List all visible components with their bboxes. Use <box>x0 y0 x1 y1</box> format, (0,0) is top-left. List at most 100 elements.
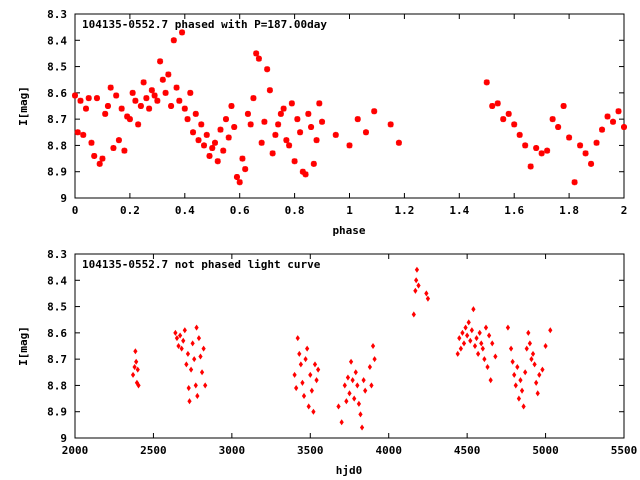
unphased-data-point <box>301 392 307 399</box>
phased-data-point <box>162 89 169 96</box>
unphased-y-tick-label: 8.6 <box>47 327 67 340</box>
phased-plot-frame <box>74 13 625 199</box>
phased-data-point <box>190 129 197 136</box>
unphased-y-tick-label: 8.4 <box>47 274 67 287</box>
phased-data-point <box>225 134 232 141</box>
unphased-data-point <box>184 361 189 368</box>
phased-data-point <box>286 142 293 149</box>
unphased-data-point <box>468 337 473 344</box>
phased-data-point <box>621 124 627 131</box>
unphased-data-point <box>372 356 377 363</box>
phased-data-point <box>126 116 133 123</box>
phased-data-point <box>181 105 188 112</box>
unphased-data-point <box>537 371 542 378</box>
unphased-data-point <box>493 353 498 360</box>
unphased-data-point <box>182 327 187 334</box>
unphased-data-point <box>469 327 474 334</box>
phased-data-point <box>500 116 507 123</box>
unphased-data-point <box>490 340 495 347</box>
unphased-data-point <box>173 329 178 336</box>
phased-data-point <box>299 168 306 175</box>
unphased-data-point <box>458 345 463 352</box>
phased-data-point <box>560 103 567 109</box>
phased-data-point <box>555 124 562 131</box>
unphased-light-curve-panel: 104135-0552.7 not phased light curve hjd… <box>17 248 637 477</box>
unphased-y-tick-label: 8.3 <box>47 248 67 261</box>
phased-data-point <box>310 160 317 167</box>
phased-y-tick-label: 9 <box>60 192 67 205</box>
unphased-data-point <box>187 398 192 405</box>
phased-data-point <box>82 105 89 112</box>
unphased-data-point <box>488 377 493 384</box>
phased-data-point <box>516 131 523 138</box>
phased-data-point <box>615 108 622 115</box>
unphased-data-point <box>472 342 478 350</box>
phased-x-tick-label: 0.4 <box>175 204 195 217</box>
unphased-data-point <box>361 377 366 384</box>
unphased-data-point <box>356 400 362 407</box>
unphased-data-point <box>477 329 482 336</box>
unphased-data-point <box>309 387 314 394</box>
unphased-data-point <box>474 335 479 342</box>
phased-data-point <box>313 137 320 144</box>
unphased-data-point <box>424 290 429 297</box>
phased-data-point <box>489 103 496 109</box>
phased-data-point <box>255 55 262 62</box>
phased-data-point <box>165 71 172 78</box>
unphased-data-point <box>134 358 139 365</box>
unphased-data-point <box>425 295 431 302</box>
phased-data-point <box>549 116 556 123</box>
phased-y-tick-label: 8.8 <box>47 139 67 152</box>
phased-data-point <box>231 124 238 131</box>
unphased-data-point <box>548 327 553 334</box>
unphased-data-point <box>185 350 191 357</box>
unphased-data-point <box>133 348 138 355</box>
unphased-y-tick-label: 8.5 <box>47 301 67 314</box>
unphased-data-point <box>457 335 462 342</box>
phased-x-tick-label: 0.2 <box>120 204 140 217</box>
unphased-data-point <box>316 366 321 373</box>
phased-data-point <box>203 131 210 138</box>
unphased-data-point <box>199 369 205 376</box>
phased-data-point <box>362 129 369 136</box>
unphased-data-point <box>359 424 365 431</box>
phased-data-point <box>201 142 208 149</box>
unphased-data-point <box>455 350 460 357</box>
phased-data-point <box>277 110 284 117</box>
unphased-data-point <box>534 379 539 386</box>
unphased-data-point <box>466 319 471 326</box>
phased-y-tick-label: 8.9 <box>47 166 67 179</box>
phased-data-point <box>505 110 512 117</box>
phased-y-tick-label: 8.3 <box>47 8 67 21</box>
unphased-axis-ticks: 2000 2500 3000 3500 4000 4500 5000 5500 8.3 8.4 8.… <box>47 248 637 457</box>
unphased-data-point <box>308 371 313 378</box>
phased-data-point <box>511 121 518 128</box>
unphased-data-point <box>529 356 534 363</box>
phased-data-point <box>93 95 100 102</box>
phased-y-tick-label: 8.6 <box>47 87 67 100</box>
unphased-data-point <box>463 324 468 331</box>
unphased-data-point <box>543 342 548 350</box>
phased-data-point <box>132 97 139 104</box>
phased-y-axis-label: I[mag] <box>17 86 30 126</box>
phased-data-point <box>173 84 180 91</box>
phased-data-point <box>157 58 164 65</box>
phased-data-point <box>283 137 290 144</box>
unphased-data-point <box>515 364 520 371</box>
unphased-data-point <box>176 342 181 350</box>
phased-data-point <box>294 116 301 123</box>
unphased-x-tick-label: 2500 <box>140 444 167 457</box>
phased-x-tick-label: 2 <box>621 204 628 217</box>
unphased-data-point <box>179 345 184 352</box>
unphased-data-point <box>485 364 490 371</box>
phased-data-point <box>135 121 142 128</box>
unphased-data-point <box>524 345 529 352</box>
phased-data-point <box>214 158 221 165</box>
phased-data-point <box>236 179 243 186</box>
phased-data-point <box>195 137 202 144</box>
phased-data-point <box>179 29 186 36</box>
unphased-data-point <box>350 377 355 384</box>
unphased-data-point <box>194 324 199 331</box>
unphased-data-point <box>526 329 531 336</box>
unphased-data-point <box>347 390 352 397</box>
